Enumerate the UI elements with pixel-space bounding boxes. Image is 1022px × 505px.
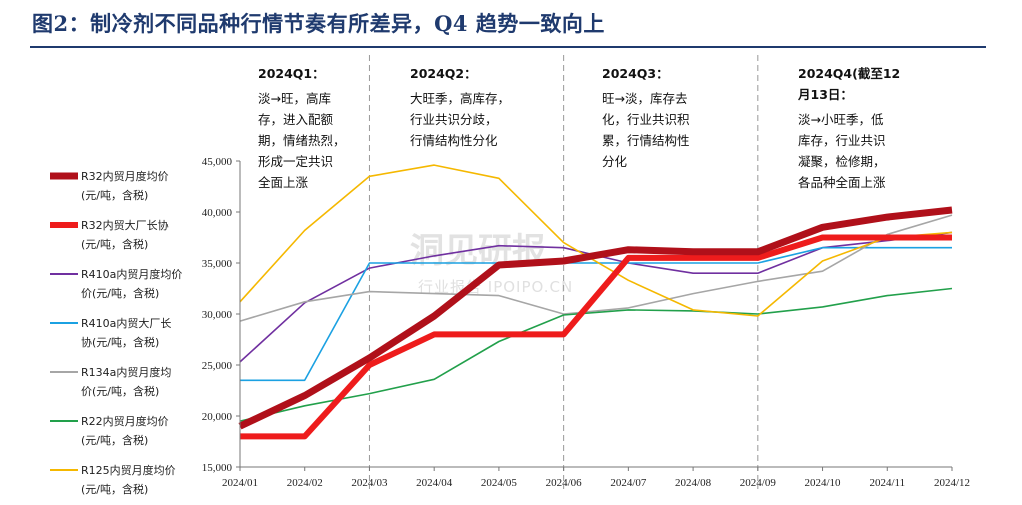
x-tick-label: 2024/07	[610, 477, 647, 489]
quarter-annotation-text: 各品种全面上涨	[798, 175, 886, 190]
x-tick-label: 2024/03	[351, 477, 388, 489]
legend-label: R125内贸月度均价	[81, 463, 176, 477]
y-tick-label: 40,000	[202, 207, 233, 219]
x-tick-label: 2024/08	[675, 477, 712, 489]
quarter-annotation-text: 库存，行业共识	[798, 133, 886, 148]
legend-label: R410a内贸月度均价	[81, 267, 182, 281]
quarter-annotation-heading: 月13日：	[797, 87, 853, 102]
quarter-annotation-text: 行情结构性分化	[410, 133, 498, 148]
legend-label: (元/吨，含税)	[81, 433, 148, 447]
series-line	[239, 164, 953, 317]
quarter-annotation-text: 淡→旺，高库	[258, 91, 331, 106]
quarter-annotation-heading: 2024Q4(截至12	[798, 66, 900, 81]
quarter-annotation-heading: 2024Q3：	[602, 66, 669, 81]
series-line	[239, 287, 953, 422]
series-line	[240, 246, 952, 382]
y-tick-label: 30,000	[202, 309, 233, 321]
series-line	[238, 206, 953, 430]
y-tick-label: 25,000	[202, 360, 233, 372]
x-tick-label: 2024/01	[222, 477, 258, 489]
page-title: 图2：制冷剂不同品种行情节奏有所差异，Q4 趋势一致向上	[32, 11, 605, 36]
watermark-sub: 行业报告 IPOIPO.CN	[418, 278, 573, 296]
x-tick-label: 2024/05	[481, 477, 518, 489]
quarter-annotation-text: 行业共识分歧，	[410, 112, 498, 127]
x-tick-label: 2024/11	[869, 477, 905, 489]
quarter-annotation-text: 化，行业共识积	[602, 112, 690, 127]
legend-label: 协(元/吨，含税)	[81, 335, 159, 349]
quarter-annotation-text: 凝聚，检修期，	[798, 154, 886, 169]
x-tick-label: 2024/10	[805, 477, 842, 489]
legend-label: R32内贸月度均价	[81, 169, 169, 183]
x-tick-label: 2024/04	[416, 477, 453, 489]
quarter-annotation-text: 旺→淡，库存去	[602, 91, 687, 106]
x-tick-label: 2024/02	[287, 477, 323, 489]
quarter-annotation-text: 淡→小旺季，低	[798, 112, 884, 127]
x-tick-label: 2024/06	[546, 477, 583, 489]
series-line	[239, 214, 953, 322]
y-tick-label: 15,000	[202, 462, 233, 474]
quarter-annotation-text: 累，行情结构性	[602, 133, 690, 148]
x-tick-label: 2024/09	[740, 477, 777, 489]
quarter-annotation-heading: 2024Q1：	[258, 66, 325, 81]
legend-label: R134a内贸月度均	[81, 365, 171, 379]
quarter-annotation-text: 全面上涨	[258, 175, 309, 190]
quarter-annotation-text: 期，情绪热烈，	[258, 133, 346, 148]
quarter-annotation-text: 大旺季，高库存，	[410, 91, 510, 106]
quarter-annotation-heading: 2024Q2：	[410, 66, 477, 81]
legend-label: 价(元/吨，含税)	[81, 384, 159, 398]
y-tick-label: 35,000	[202, 258, 233, 270]
title-divider	[30, 46, 986, 48]
quarter-annotation-text: 形成一定共识	[258, 154, 333, 169]
legend-label: R32内贸大厂长协	[81, 218, 169, 232]
legend-label: (元/吨，含税)	[81, 237, 148, 251]
quarter-annotation-text: 分化	[602, 154, 628, 169]
legend-label: R22内贸月度均价	[81, 414, 169, 428]
legend-label: 价(元/吨，含税)	[81, 286, 159, 300]
legend-label: R410a内贸大厂长	[81, 316, 171, 330]
legend-label: (元/吨，含税)	[81, 188, 148, 202]
y-tick-label: 45,000	[202, 156, 233, 168]
legend-label: (元/吨，含税)	[81, 482, 148, 496]
quarter-annotation-text: 存，进入配额	[258, 112, 334, 127]
y-tick-label: 20,000	[202, 411, 233, 423]
series-line	[240, 234, 952, 440]
x-tick-label: 2024/12	[934, 477, 970, 489]
